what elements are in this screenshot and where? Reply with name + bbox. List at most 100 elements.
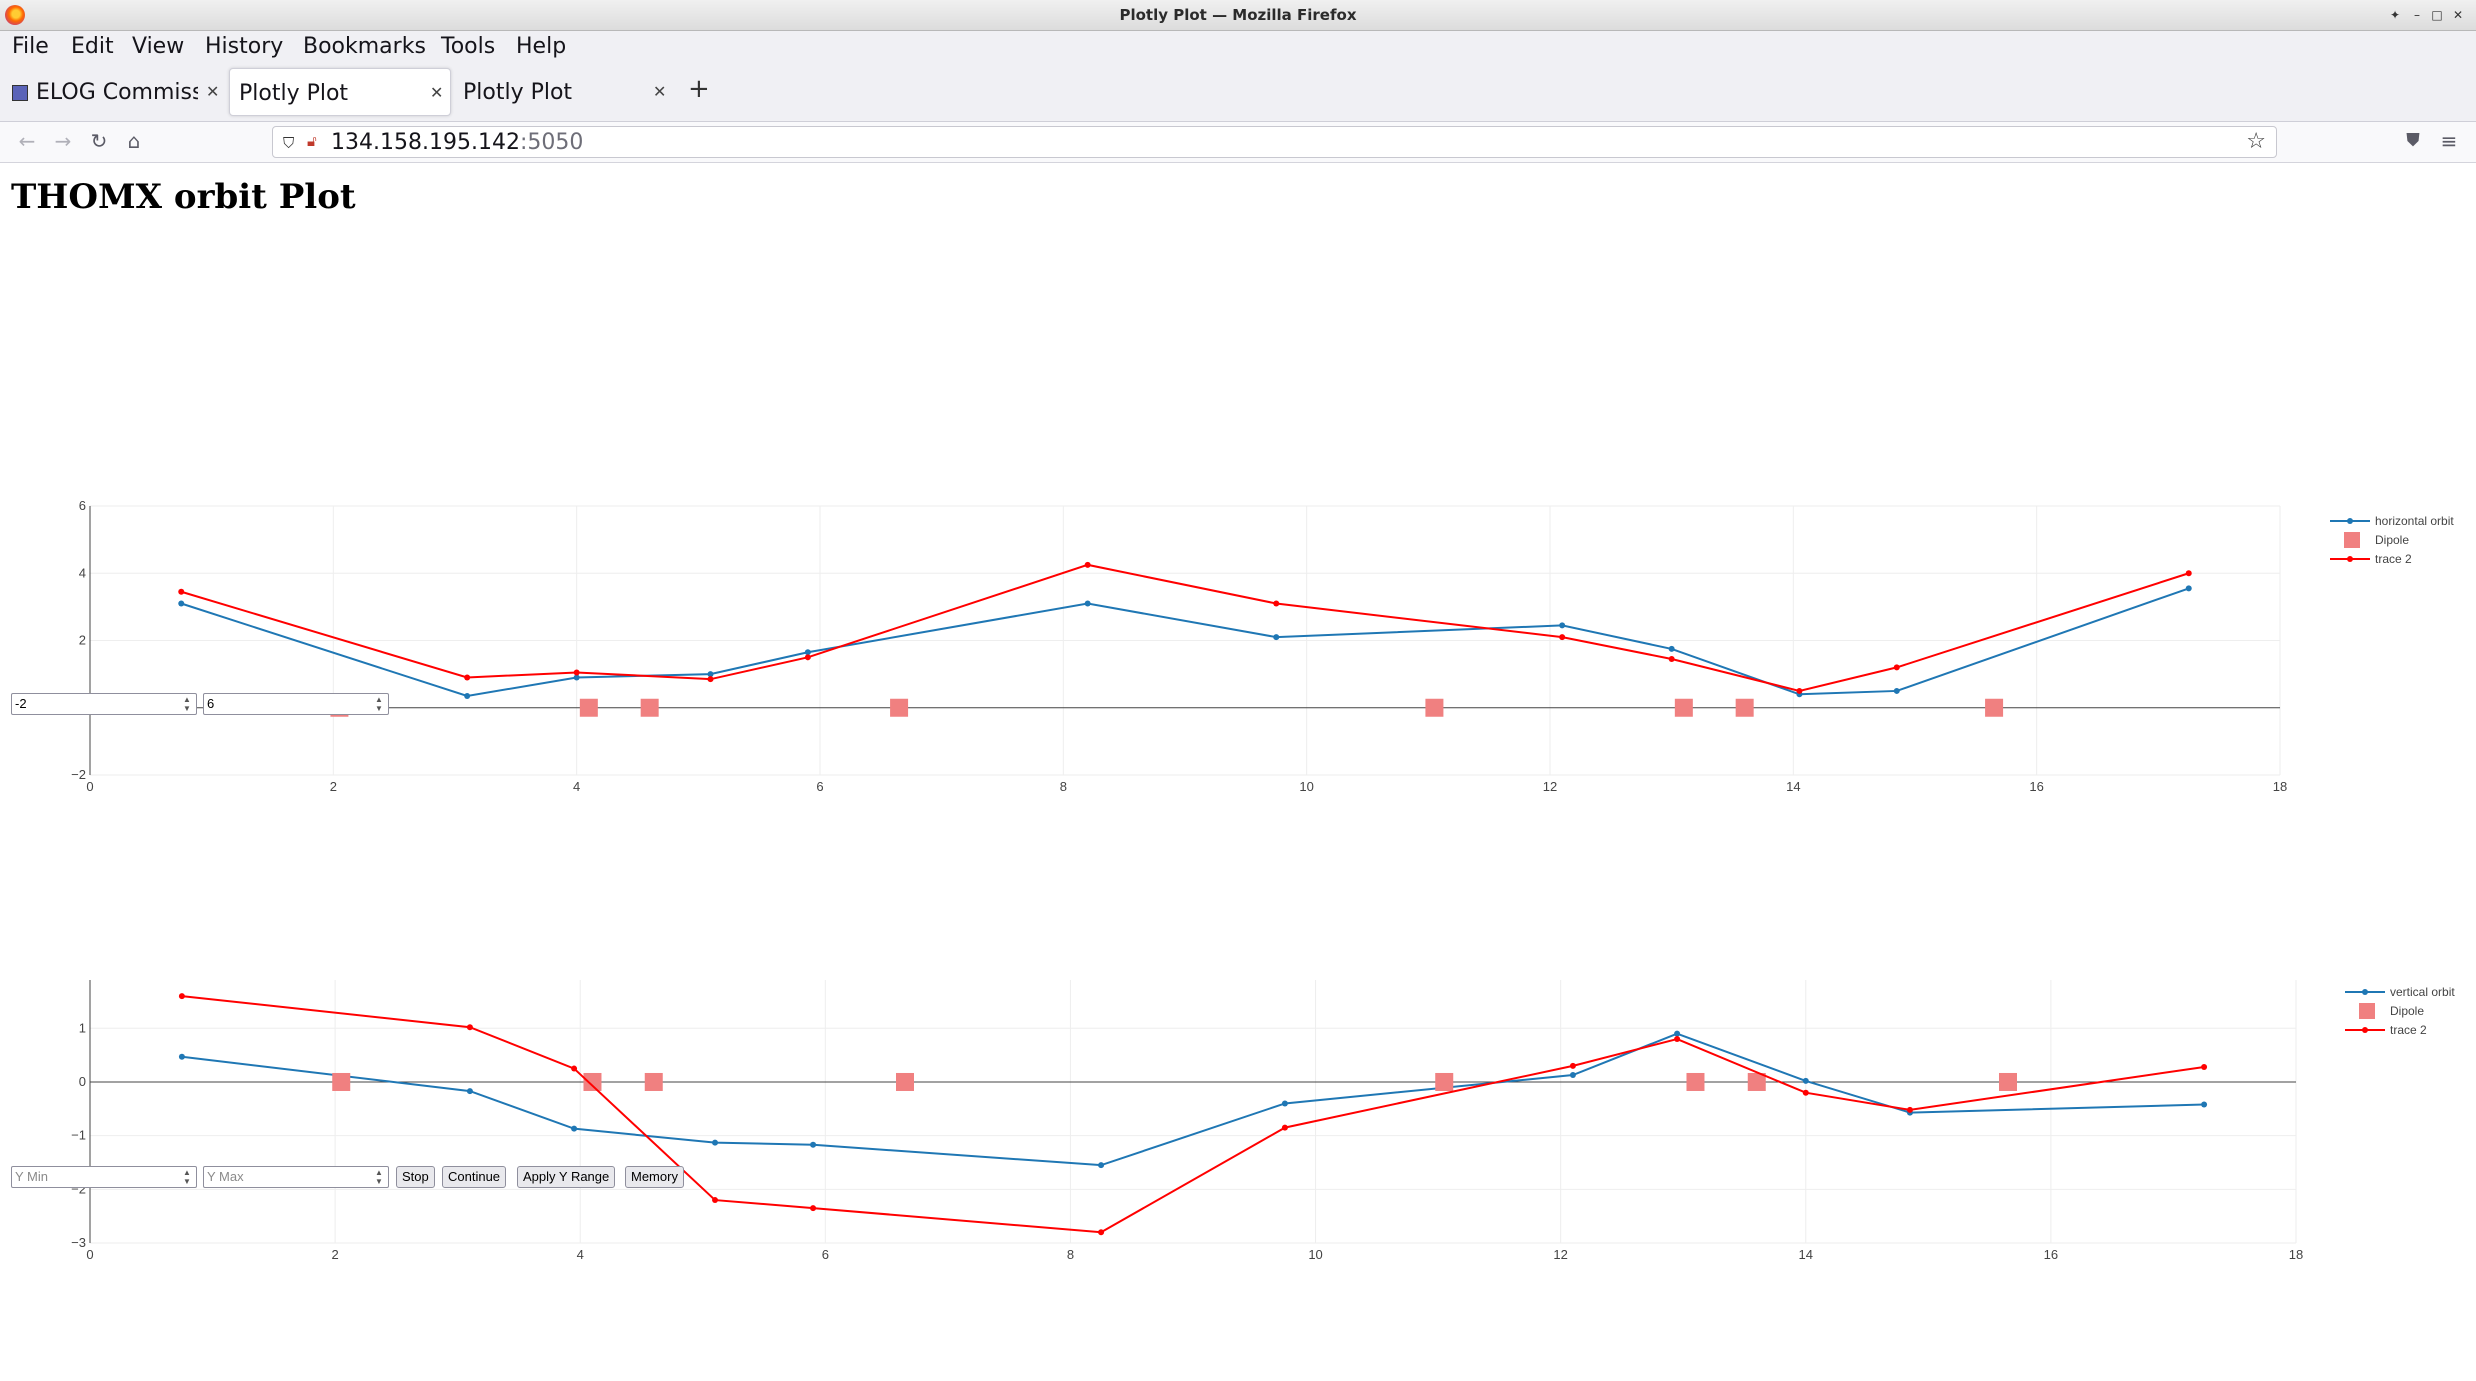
menu-tools[interactable]: Tools [441,34,496,59]
legend-swatch [2344,532,2360,548]
window-pin-icon[interactable]: ✦ [2389,8,2401,22]
pocket-icon[interactable]: ⛊ [2406,130,2420,151]
series-line-trace2 [180,563,2190,692]
x-tick-label: 6 [822,1247,829,1262]
dipole-marker [1747,1072,1766,1091]
data-point [2201,1101,2208,1108]
legend-swatch-point [2362,989,2368,995]
x-tick-label: 4 [573,779,580,794]
data-point [2201,1063,2208,1070]
bookmark-star-icon[interactable]: ☆ [2246,129,2266,154]
data-point [1893,687,1900,694]
data-point [1569,1062,1576,1069]
data-point [178,993,185,1000]
legend-label: trace 2 [2375,552,2412,566]
tracking-shield-icon[interactable]: ⛉ [283,134,295,152]
spin-arrows-icon[interactable]: ▲ ▼ [183,1168,191,1186]
tab-elog[interactable]: ELOG Commissi ✕ [4,68,226,116]
new-tab-plus-icon[interactable]: + [688,74,710,104]
data-point [1084,600,1091,607]
menu-view[interactable]: View [132,34,185,59]
x-tick-label: 4 [577,1247,584,1262]
back-arrow-icon[interactable]: ← [18,129,36,153]
dipole-marker [640,698,659,717]
x-tick-label: 12 [1543,779,1557,794]
window-titlebar: Plotly Plot — Mozilla Firefox ✦ – □ ✕ [0,0,2476,31]
page-content: THOMX orbit Plot 024681012141618−20246ho… [0,163,2476,1381]
data-point [178,1053,185,1060]
dipole-marker [1686,1072,1705,1091]
tab-close-icon[interactable]: ✕ [653,82,667,101]
ymin-field[interactable] [15,1169,175,1184]
memory-button[interactable]: Memory [625,1166,684,1188]
window-maximize-button[interactable]: □ [2431,8,2443,22]
continue-button[interactable]: Continue [442,1166,507,1188]
ymin-input-1[interactable]: ▲▼ [11,693,197,715]
data-point [1668,645,1675,652]
data-point [1559,622,1566,629]
legend-swatch-point [2347,556,2353,562]
url-bar[interactable]: ⛉ 🔓︎ 134.158.195.142:5050 ☆ [272,126,2277,158]
window-close-button[interactable]: ✕ [2452,8,2464,22]
elog-favicon-icon [12,85,28,101]
data-point [1906,1106,1913,1113]
stop-button[interactable]: Stop [396,1166,435,1188]
menu-history[interactable]: History [205,34,284,59]
data-point [1084,561,1091,568]
x-tick-label: 2 [330,779,337,794]
dipole-marker [579,698,598,717]
menu-file[interactable]: File [12,34,49,59]
tab-bar: ELOG Commissi ✕ Plotly Plot ✕ Plotly Plo… [0,63,2476,122]
tab-close-icon[interactable]: ✕ [430,83,444,102]
data-point [573,669,580,676]
hamburger-menu-icon[interactable]: ≡ [2440,129,2458,153]
window-minimize-button[interactable]: – [2414,8,2420,22]
ymin-input-2[interactable]: ▲▼ [11,1166,197,1188]
firefox-logo-icon [5,5,25,25]
ymax-field[interactable] [207,1169,367,1184]
x-tick-label: 8 [1060,779,1067,794]
legend-swatch [2359,1003,2375,1019]
series-line-orbit [181,1032,2205,1167]
tab-plotly-active[interactable]: Plotly Plot ✕ [229,68,451,116]
legend-label: horizontal orbit [2375,514,2454,528]
ymax-input-1[interactable]: ▲▼ [203,693,389,715]
tab-label: Plotly Plot [463,80,573,105]
menu-help[interactable]: Help [516,34,567,59]
spin-arrows-icon[interactable]: ▲ ▼ [375,1168,383,1186]
menu-bookmarks[interactable]: Bookmarks [303,34,426,59]
url-text[interactable]: 134.158.195.142:5050 [331,130,584,155]
reload-icon[interactable]: ↻ [90,129,108,153]
menu-bar: File Edit View History Bookmarks Tools H… [0,31,2476,63]
data-point [804,649,811,656]
tab-close-icon[interactable]: ✕ [206,82,220,101]
tab-plotly[interactable]: Plotly Plot ✕ [455,68,677,116]
y-tick-label: 1 [79,1020,86,1035]
data-point [1674,1030,1681,1037]
dipole-marker [895,1072,914,1091]
data-point [1668,655,1675,662]
apply-y-range-button[interactable]: Apply Y Range [517,1166,616,1188]
legend-swatch-point [2362,1027,2368,1033]
forward-arrow-icon[interactable]: → [54,129,72,153]
home-icon[interactable]: ⌂ [127,129,141,153]
y-tick-label: 6 [79,498,86,513]
legend-label: vertical orbit [2390,985,2455,999]
ymin-field[interactable] [15,696,175,711]
data-point [464,692,471,699]
spin-arrows-icon[interactable]: ▲ ▼ [183,695,191,713]
spin-arrows-icon[interactable]: ▲ ▼ [375,695,383,713]
tab-label: Plotly Plot [239,81,349,106]
data-point [712,1139,719,1146]
data-point [2185,570,2192,577]
menu-edit[interactable]: Edit [71,34,114,59]
dipole-marker [1985,698,2004,717]
data-point [466,1024,473,1031]
dipole-marker [1435,1072,1454,1091]
insecure-lock-icon[interactable]: 🔓︎ [307,132,317,150]
y-tick-label: 0 [79,1074,86,1089]
ymax-input-2[interactable]: ▲▼ [203,1166,389,1188]
ymax-field[interactable] [207,696,367,711]
